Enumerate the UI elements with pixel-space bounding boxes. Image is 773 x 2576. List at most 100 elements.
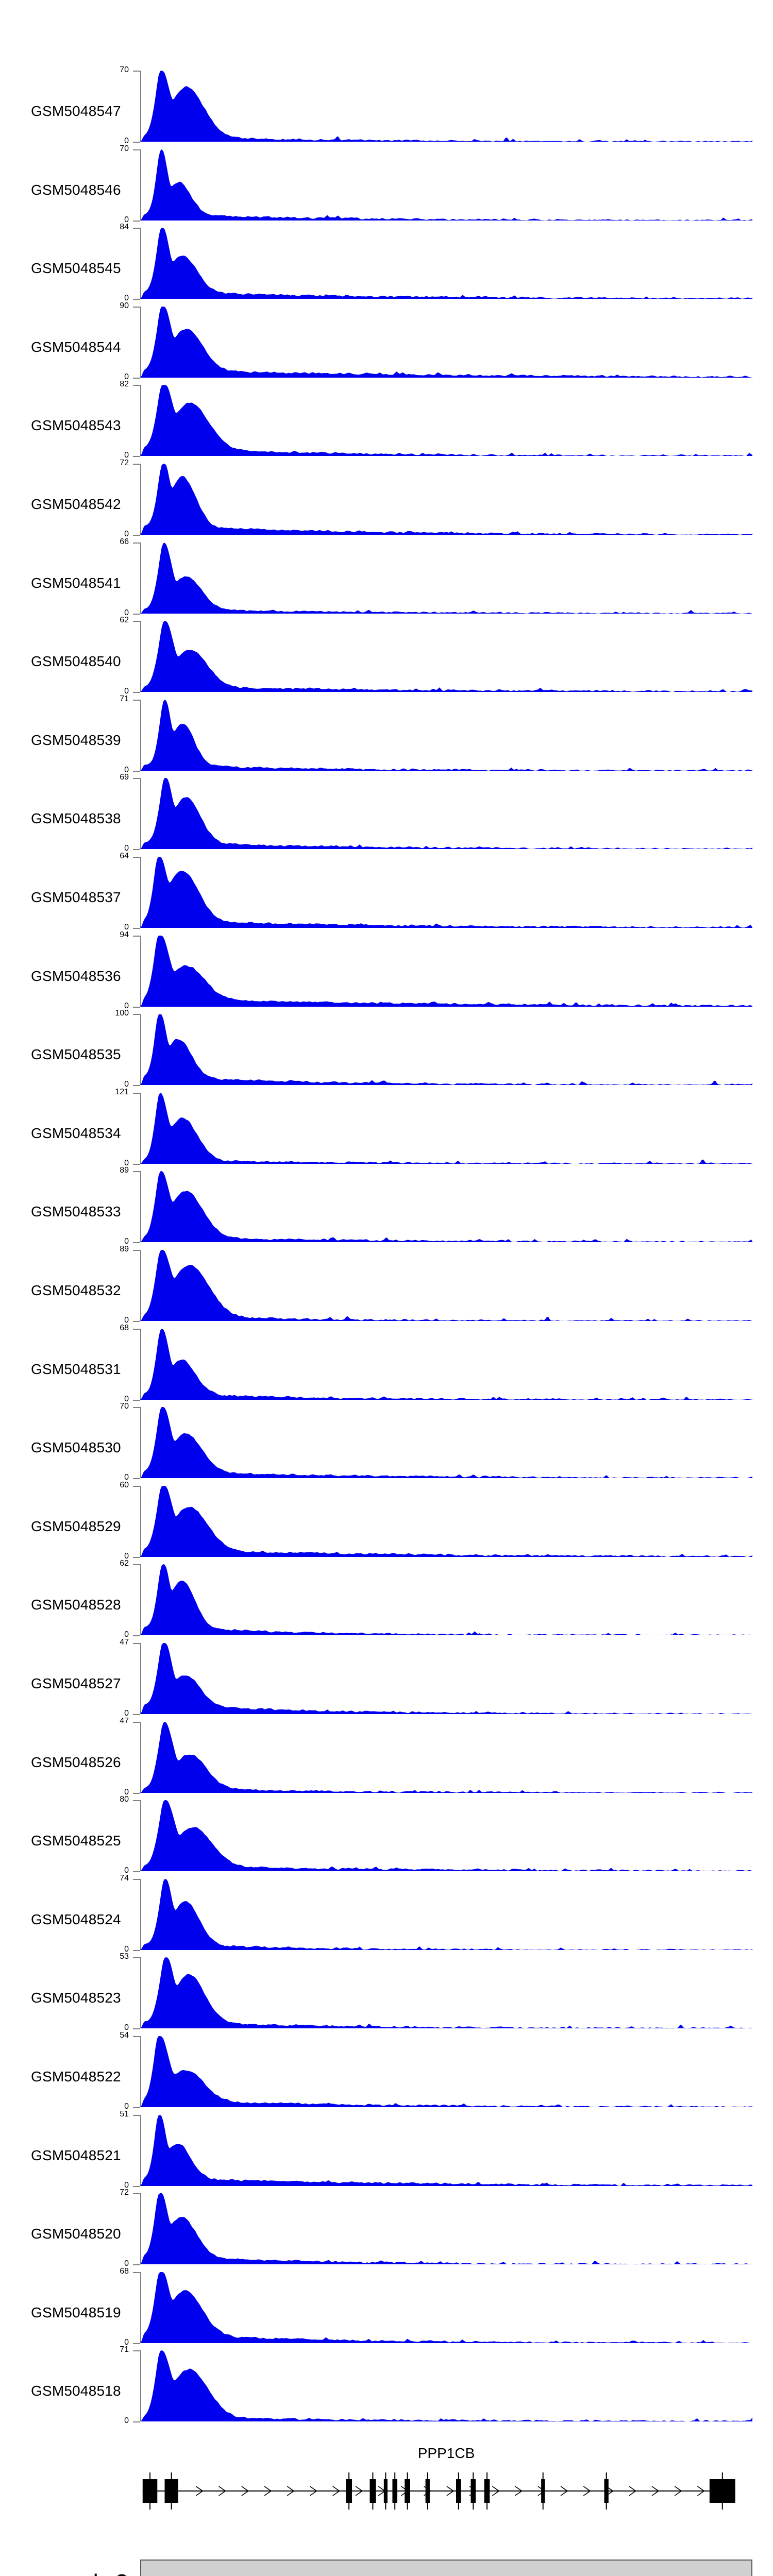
coverage-histogram[interactable] bbox=[140, 1407, 752, 1478]
track-sample-label: GSM5048522 bbox=[31, 2069, 121, 2085]
y-axis-tick-max bbox=[133, 1957, 140, 1958]
gene-annotation-track[interactable]: PPP1CB bbox=[0, 2445, 773, 2524]
coverage-histogram[interactable] bbox=[140, 228, 752, 299]
coverage-histogram[interactable] bbox=[140, 1879, 752, 1950]
track-sample-label: GSM5048523 bbox=[31, 1990, 121, 2006]
track-sample-label: GSM5048536 bbox=[31, 968, 121, 985]
track-sample-label: GSM5048544 bbox=[31, 339, 121, 355]
track-y-axis bbox=[140, 2272, 141, 2343]
track-sample-label: GSM5048526 bbox=[31, 1754, 121, 1771]
coverage-histogram[interactable] bbox=[140, 1093, 752, 1164]
y-axis-max-label: 70 bbox=[120, 65, 129, 74]
track-sample-label: GSM5048528 bbox=[31, 1597, 121, 1613]
coverage-histogram[interactable] bbox=[140, 71, 752, 142]
track-y-axis bbox=[140, 71, 141, 142]
gene-exon[interactable] bbox=[484, 2479, 490, 2503]
coverage-histogram[interactable] bbox=[140, 2272, 752, 2343]
track-sample-label: GSM5048541 bbox=[31, 575, 121, 591]
gene-exon[interactable] bbox=[456, 2479, 461, 2503]
coverage-histogram[interactable] bbox=[140, 464, 752, 535]
y-axis-zero-label: 0 bbox=[124, 1159, 129, 1167]
coverage-histogram[interactable] bbox=[140, 2350, 752, 2421]
y-axis-zero-label: 0 bbox=[124, 1709, 129, 1718]
track-sample-label: GSM5048532 bbox=[31, 1282, 121, 1299]
y-axis-max-label: 60 bbox=[120, 1481, 129, 1489]
y-axis-max-label: 47 bbox=[120, 1717, 129, 1725]
y-axis-zero-label: 0 bbox=[124, 608, 129, 617]
y-axis-tick-max bbox=[133, 71, 140, 72]
coverage-histogram[interactable] bbox=[140, 543, 752, 614]
coverage-histogram[interactable] bbox=[140, 936, 752, 1007]
y-axis-zero-label: 0 bbox=[124, 1237, 129, 1246]
y-axis-zero-label: 0 bbox=[124, 372, 129, 381]
y-axis-max-label: 62 bbox=[120, 616, 129, 624]
gene-exon[interactable] bbox=[346, 2479, 352, 2503]
track-sample-label: GSM5048539 bbox=[31, 732, 121, 749]
y-axis-tick-zero bbox=[133, 1085, 140, 1086]
coverage-histogram[interactable] bbox=[140, 2036, 752, 2107]
y-axis-tick-max bbox=[133, 1800, 140, 1801]
gene-exon[interactable] bbox=[425, 2479, 430, 2503]
track-sample-label: GSM5048542 bbox=[31, 496, 121, 513]
gene-exon[interactable] bbox=[709, 2479, 735, 2503]
gene-exon[interactable] bbox=[541, 2479, 545, 2503]
track-sample-label: GSM5048533 bbox=[31, 1204, 121, 1220]
coverage-histogram[interactable] bbox=[140, 1329, 752, 1400]
gene-exon[interactable] bbox=[604, 2479, 609, 2503]
coverage-histogram[interactable] bbox=[140, 1014, 752, 1085]
gene-exon[interactable] bbox=[142, 2479, 158, 2503]
gene-exon[interactable] bbox=[405, 2479, 410, 2503]
track-sample-label: GSM5048538 bbox=[31, 810, 121, 827]
track-sample-label: GSM5048531 bbox=[31, 1361, 121, 1378]
track-y-axis bbox=[140, 2036, 141, 2107]
y-axis-tick-max bbox=[133, 385, 140, 386]
coverage-histogram[interactable] bbox=[140, 2115, 752, 2186]
gene-exon[interactable] bbox=[470, 2479, 476, 2503]
coverage-histogram[interactable] bbox=[140, 385, 752, 456]
gene-exon[interactable] bbox=[383, 2479, 388, 2503]
coverage-histogram[interactable] bbox=[140, 1800, 752, 1871]
coverage-histogram[interactable] bbox=[140, 1250, 752, 1321]
y-axis-max-label: 54 bbox=[120, 2031, 129, 2040]
coverage-histogram[interactable] bbox=[140, 149, 752, 221]
y-axis-max-label: 47 bbox=[120, 1638, 129, 1647]
y-axis-max-label: 121 bbox=[115, 1088, 129, 1096]
y-axis-max-label: 51 bbox=[120, 2110, 129, 2119]
gene-exon[interactable] bbox=[392, 2479, 397, 2503]
coverage-histogram[interactable] bbox=[140, 621, 752, 692]
y-axis-zero-label: 0 bbox=[124, 1395, 129, 1403]
y-axis-tick-zero bbox=[133, 2107, 140, 2108]
track-y-axis bbox=[140, 1957, 141, 2028]
coverage-histogram[interactable] bbox=[140, 778, 752, 849]
track-sample-label: GSM5048529 bbox=[31, 1518, 121, 1535]
gene-model-svg bbox=[142, 2472, 735, 2510]
ideogram-bar[interactable] bbox=[140, 2560, 752, 2576]
gene-exon[interactable] bbox=[164, 2479, 178, 2503]
y-axis-tick-zero bbox=[133, 1321, 140, 1322]
y-axis-max-label: 71 bbox=[120, 694, 129, 703]
y-axis-tick-max bbox=[133, 1329, 140, 1330]
coverage-histogram[interactable] bbox=[140, 2193, 752, 2264]
track-y-axis bbox=[140, 621, 141, 692]
gene-exon[interactable] bbox=[369, 2479, 376, 2503]
y-axis-zero-label: 0 bbox=[124, 530, 129, 538]
y-axis-max-label: 68 bbox=[120, 2267, 129, 2276]
coverage-histogram[interactable] bbox=[140, 1171, 752, 1242]
coverage-histogram[interactable] bbox=[140, 857, 752, 928]
track-y-axis bbox=[140, 1329, 141, 1400]
coverage-histogram[interactable] bbox=[140, 1957, 752, 2028]
coverage-histogram[interactable] bbox=[140, 307, 752, 378]
coverage-histogram[interactable] bbox=[140, 700, 752, 771]
coverage-histogram[interactable] bbox=[140, 1722, 752, 1793]
y-axis-tick-max bbox=[133, 149, 140, 150]
track-y-axis bbox=[140, 1250, 141, 1321]
coverage-histogram[interactable] bbox=[140, 1564, 752, 1635]
y-axis-tick-max bbox=[133, 1171, 140, 1172]
y-axis-tick-zero bbox=[133, 2264, 140, 2265]
track-y-axis bbox=[140, 1722, 141, 1793]
coverage-histogram[interactable] bbox=[140, 1643, 752, 1714]
y-axis-max-label: 82 bbox=[120, 380, 129, 388]
track-sample-label: GSM5048545 bbox=[31, 260, 121, 277]
coverage-histogram[interactable] bbox=[140, 1486, 752, 1557]
y-axis-tick-zero bbox=[133, 1714, 140, 1715]
